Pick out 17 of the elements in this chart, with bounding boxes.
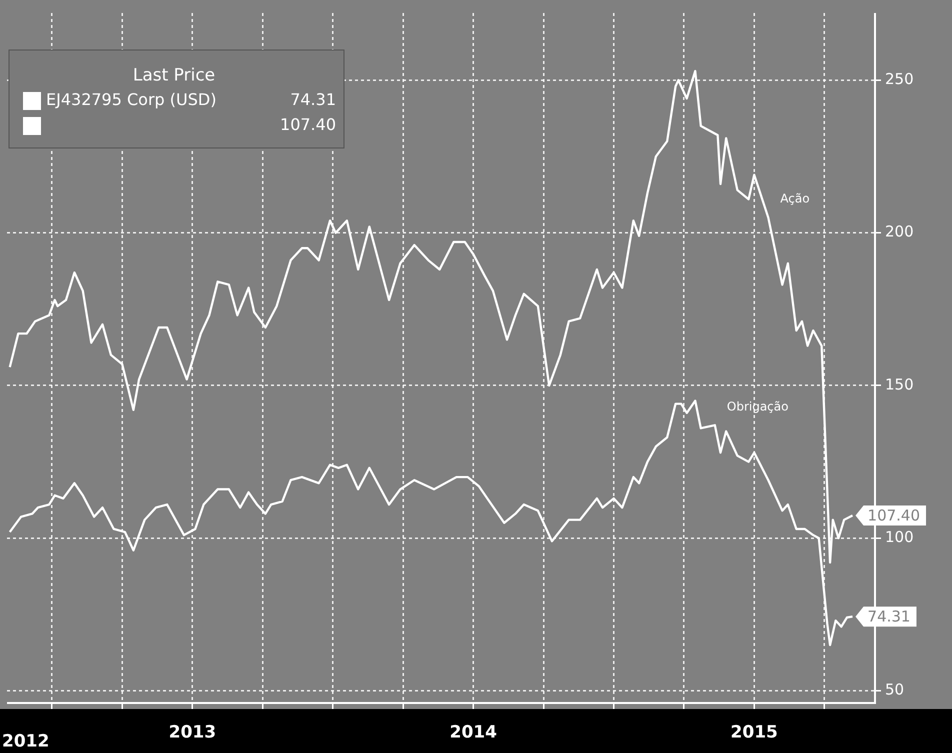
annotation: Ação: [780, 192, 810, 206]
x-tick-label: 2014: [450, 722, 498, 743]
text: 74.31: [290, 90, 336, 110]
y-tick-label: 250: [885, 70, 914, 88]
legend-title: Last Price: [132, 65, 216, 86]
x-tick-label: 2013: [168, 722, 216, 743]
y-tick-label: 100: [885, 528, 914, 546]
data-label: 107.40: [868, 506, 920, 524]
text: 107.40: [280, 115, 336, 134]
x-tick-label: 2015: [730, 722, 778, 743]
legend-label: EJ432795 Corp (USD): [46, 90, 216, 110]
text: 2012: [2, 731, 50, 752]
y-tick-label: 200: [885, 222, 914, 241]
data-label: 74.31: [868, 607, 910, 626]
y-tick-label: 150: [885, 375, 914, 394]
y-tick-label: 50: [885, 680, 904, 699]
annotation: Obrigação: [726, 399, 788, 414]
